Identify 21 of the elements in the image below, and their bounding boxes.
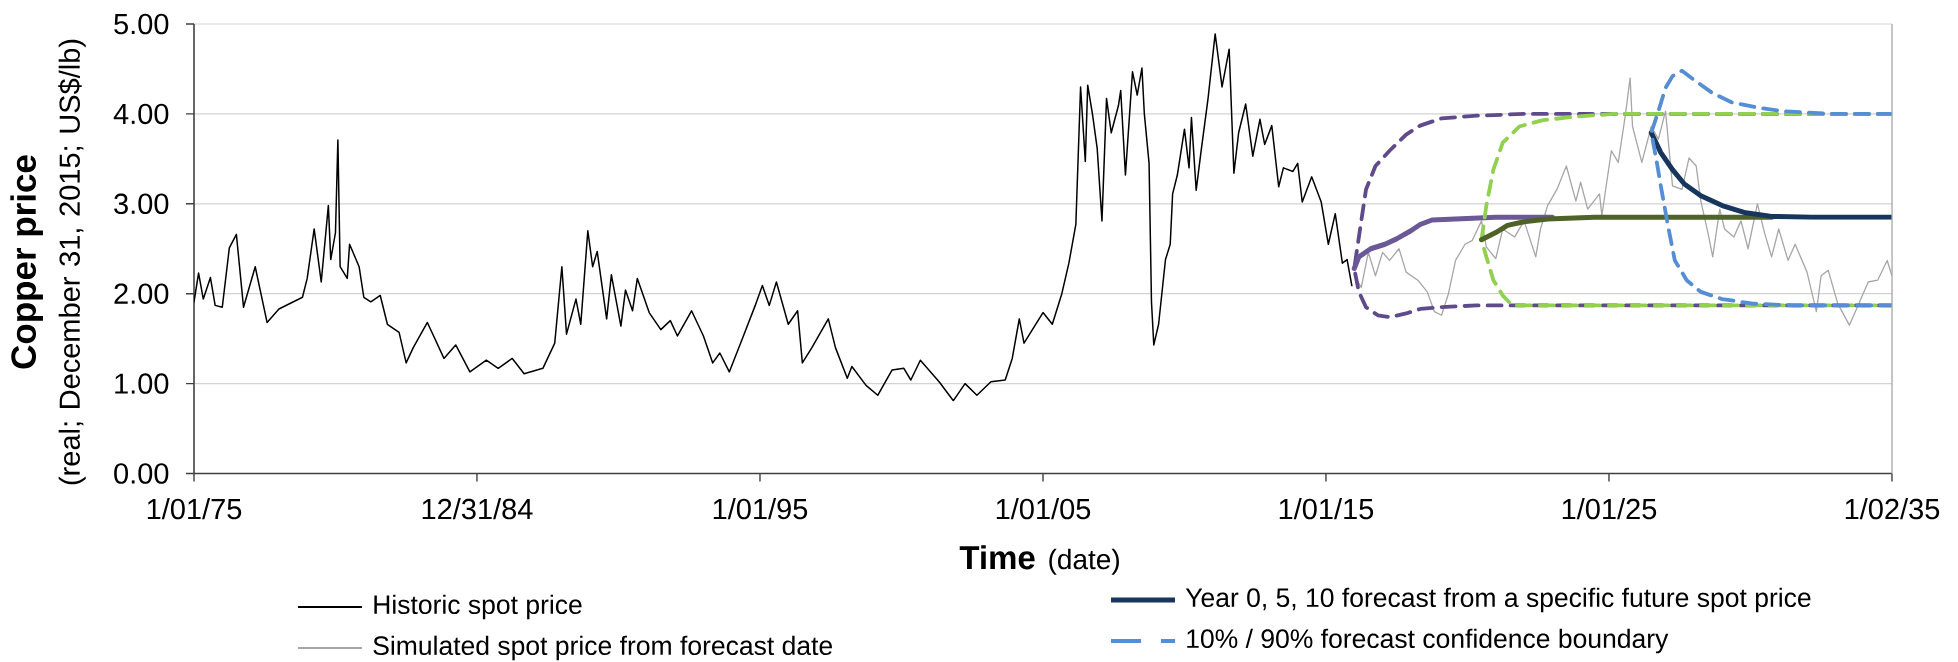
legend-label: Year 0, 5, 10 forecast from a specific future spot price (1185, 587, 1811, 613)
y-tick-label: 5.00 (114, 13, 169, 35)
x-tick-label: 1/01/75 (147, 498, 242, 520)
y-tick-label: 4.00 (113, 103, 169, 125)
x-tick-label: 12/31/84 (422, 498, 533, 520)
x-tick-label: 1/01/05 (996, 498, 1091, 520)
legend-label: Simulated spot price from forecast date (373, 635, 833, 661)
legend-label: Historic spot price (374, 594, 582, 620)
legend-label: 10% / 90% forecast confidence boundary (1187, 628, 1669, 654)
y-axis-title: Copper price (real; December 31, 2015; US$/lb) (10, 39, 86, 485)
x-axis-title: Time (date) (959, 545, 1119, 575)
x-tick-label: 1/01/15 (1279, 498, 1374, 520)
x-tick-label: 1/01/25 (1562, 498, 1657, 520)
y-tick-label: 0.00 (114, 463, 169, 484)
y-tick-label: 3.00 (114, 193, 169, 215)
line-series (194, 33, 1353, 402)
x-tick-label: 1/02/35 (1845, 498, 1940, 520)
y-tick-label: 1.00 (115, 373, 169, 394)
x-tick-label: 1/01/95 (713, 498, 808, 520)
line-series (1649, 68, 1892, 308)
y-tick-label: 2.00 (114, 283, 169, 304)
